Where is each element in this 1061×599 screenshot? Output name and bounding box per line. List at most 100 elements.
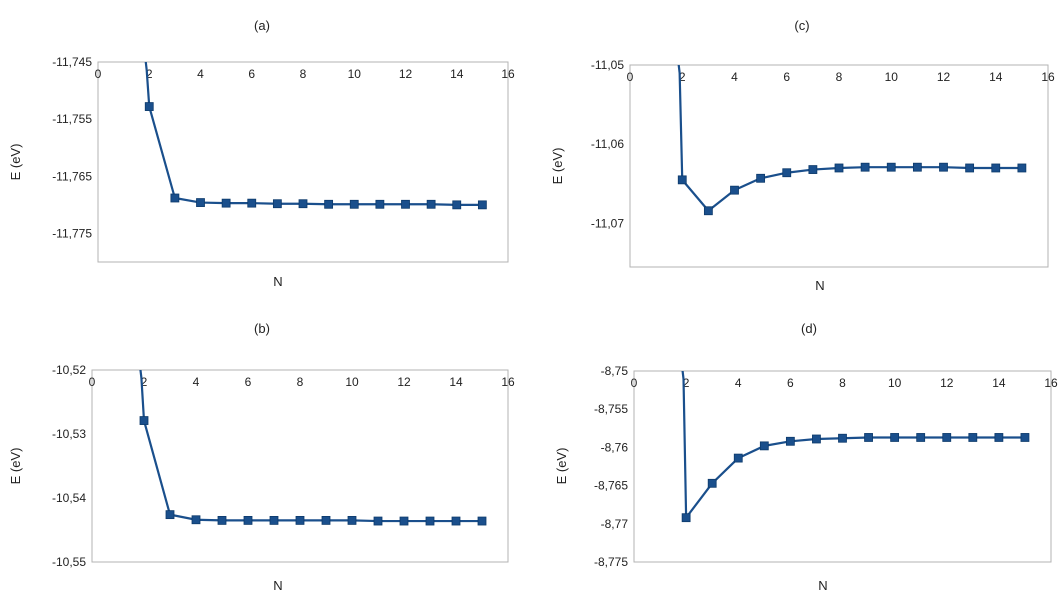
data-point-a: [401, 199, 410, 209]
data-point-c: [677, 175, 687, 185]
x-tick-label-a: 8: [300, 67, 307, 81]
plot-area-b: [91, 369, 509, 563]
data-point-c: [912, 162, 922, 172]
data-point-d: [707, 478, 717, 488]
x-tick-label-b: 12: [397, 375, 411, 389]
chart-title-c: (c): [794, 18, 809, 33]
x-tick-label-b: 8: [297, 375, 304, 389]
y-tick-label-a: -11,775: [52, 226, 92, 240]
data-point-c: [756, 173, 766, 183]
data-point-a: [349, 199, 359, 209]
data-point-a: [221, 198, 231, 208]
data-point-d: [864, 433, 873, 442]
data-point-b: [295, 516, 305, 525]
chart-title-a: (a): [254, 18, 270, 33]
data-point-d: [1020, 433, 1030, 442]
x-tick-label-d: 0: [631, 376, 638, 390]
y-tick-label-b: -10,54: [52, 491, 86, 505]
x-tick-label-c: 4: [731, 70, 738, 84]
data-point-a: [170, 193, 180, 203]
data-point-d: [890, 433, 900, 442]
data-point-a: [426, 199, 436, 209]
x-tick-label-b: 0: [89, 375, 96, 389]
chart-title-d: (d): [801, 321, 817, 336]
data-point-d: [812, 434, 821, 444]
x-tick-label-c: 12: [937, 70, 951, 84]
y-tick-label-b: -10,55: [52, 555, 86, 569]
x-axis-label-c: N: [815, 278, 824, 293]
x-tick-label-b: 2: [141, 375, 148, 389]
series-line-b: [139, 370, 482, 523]
y-tick-label-d: -8,775: [594, 555, 628, 569]
x-tick-label-c: 8: [836, 70, 843, 84]
data-point-a: [375, 199, 385, 209]
data-point-a: [247, 198, 257, 208]
data-point-d: [916, 433, 926, 442]
y-tick-label-b: -10,53: [52, 427, 86, 441]
y-tick-label-a: -11,765: [52, 169, 92, 183]
data-point-b: [243, 516, 253, 525]
x-tick-label-c: 0: [627, 70, 634, 84]
data-point-d: [681, 513, 691, 523]
y-tick-label-b: -10,52: [52, 363, 86, 377]
data-point-b: [165, 510, 175, 520]
data-point-d: [994, 433, 1004, 442]
series-line-a: [144, 62, 483, 206]
x-tick-label-b: 16: [501, 375, 515, 389]
data-point-b: [269, 516, 279, 525]
data-point-a: [298, 199, 308, 209]
data-point-c: [860, 162, 870, 172]
data-point-c: [965, 163, 975, 173]
data-point-a: [477, 200, 487, 210]
x-axis-label-b: N: [273, 578, 282, 593]
x-tick-label-d: 16: [1044, 376, 1058, 390]
data-point-d: [759, 441, 769, 451]
data-point-b: [347, 516, 357, 525]
x-tick-label-c: 10: [885, 70, 899, 84]
y-axis-label-c: E (eV): [550, 148, 565, 185]
data-point-d: [785, 436, 795, 446]
data-point-d: [942, 433, 952, 442]
x-tick-label-d: 12: [940, 376, 954, 390]
data-point-b: [217, 516, 227, 525]
y-tick-label-d: -8,77: [601, 517, 629, 531]
plot-area-a: [97, 61, 509, 263]
data-point-a: [144, 102, 154, 111]
y-tick-label-d: -8,765: [594, 479, 628, 493]
data-point-d: [838, 433, 847, 443]
data-point-b: [373, 516, 383, 526]
data-point-c: [834, 163, 844, 173]
x-tick-label-a: 0: [95, 67, 102, 81]
x-axis-label-a: N: [273, 274, 282, 289]
data-point-a: [324, 199, 334, 209]
x-tick-label-a: 4: [197, 67, 204, 81]
data-point-b: [321, 516, 331, 525]
x-tick-label-d: 8: [839, 376, 846, 390]
y-axis-label-b: E (eV): [8, 448, 23, 485]
data-point-a: [272, 199, 282, 209]
y-tick-label-a: -11,745: [52, 55, 92, 69]
y-tick-label-c: -11,07: [591, 216, 624, 230]
y-tick-label-d: -8,755: [594, 402, 628, 416]
series-line-d: [681, 371, 1025, 519]
data-point-d: [733, 453, 743, 463]
x-tick-label-d: 14: [992, 376, 1006, 390]
x-tick-label-b: 14: [449, 375, 463, 389]
data-point-c: [939, 162, 948, 172]
x-tick-label-c: 16: [1041, 70, 1055, 84]
data-point-c: [703, 206, 713, 216]
data-point-a: [452, 200, 462, 210]
y-tick-label-d: -8,76: [601, 440, 629, 454]
data-point-c: [1017, 163, 1027, 173]
x-tick-label-d: 2: [683, 376, 690, 390]
data-point-b: [425, 516, 435, 526]
x-tick-label-c: 14: [989, 70, 1003, 84]
y-tick-label-c: -11,06: [591, 137, 624, 151]
x-tick-label-a: 6: [248, 67, 255, 81]
data-point-b: [191, 515, 201, 525]
plot-area-d: [633, 370, 1052, 563]
x-tick-label-d: 10: [888, 376, 902, 390]
data-point-c: [730, 185, 739, 195]
x-tick-label-c: 2: [679, 70, 686, 84]
